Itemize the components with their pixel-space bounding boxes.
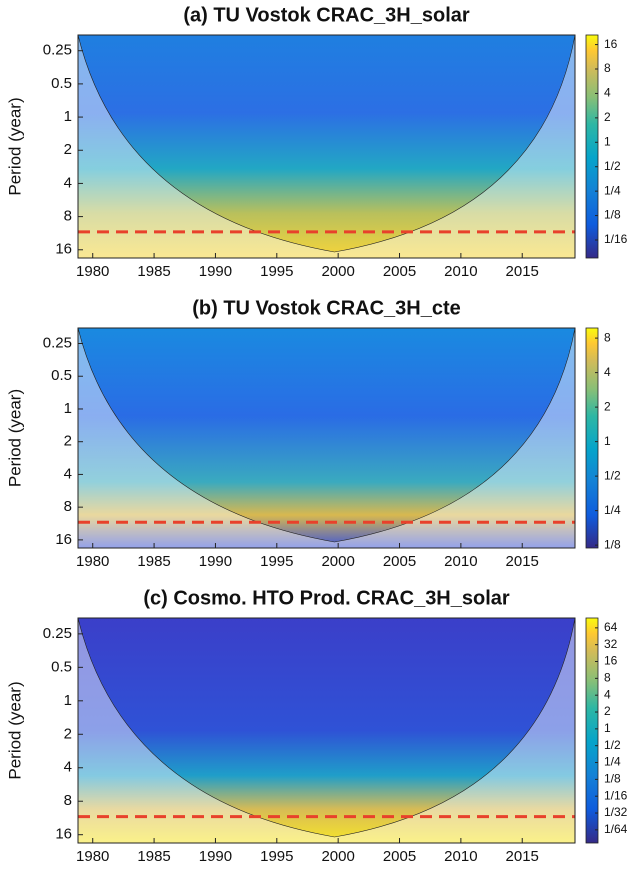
colorbar-tick-label: 2 xyxy=(604,704,611,718)
y-tick-label: 0.5 xyxy=(51,658,72,675)
x-tick-label: 2010 xyxy=(444,263,477,280)
colorbar-tick-label: 1/4 xyxy=(604,183,621,197)
colorbar-tick-label: 1/16 xyxy=(604,788,628,802)
y-tick-label: 1 xyxy=(64,692,72,709)
y-axis-label: Period (year) xyxy=(5,97,24,195)
y-tick-label: 16 xyxy=(55,241,72,258)
coi-shade xyxy=(77,34,576,259)
x-tick-label: 1990 xyxy=(199,848,232,865)
heatmap xyxy=(78,35,575,258)
x-tick-label: 2005 xyxy=(383,848,416,865)
colorbar-tick-label: 1/4 xyxy=(604,503,621,517)
x-tick-label: 2005 xyxy=(383,553,416,570)
x-tick-label: 1980 xyxy=(76,553,109,570)
coi-shade xyxy=(77,327,576,549)
y-tick-label: 8 xyxy=(64,792,72,809)
colorbar-tick-label: 2 xyxy=(604,110,611,124)
y-tick-label: 0.25 xyxy=(43,625,72,642)
x-tick-label: 2005 xyxy=(383,263,416,280)
heatmap xyxy=(78,618,575,843)
colorbar-tick-label: 4 xyxy=(604,365,611,379)
colorbar-tick-label: 1/16 xyxy=(604,232,628,246)
colorbar-tick-label: 1/2 xyxy=(604,468,621,482)
colorbar-tick-label: 1/8 xyxy=(604,772,621,786)
colorbar-tick-label: 1/4 xyxy=(604,755,621,769)
colorbar-tick-label: 1/8 xyxy=(604,208,621,222)
x-tick-label: 2015 xyxy=(506,263,539,280)
colorbar-tick-label: 1 xyxy=(604,434,611,448)
colorbar-tick-label: 64 xyxy=(604,620,618,634)
y-axis-label: Period (year) xyxy=(5,389,24,487)
colorbar-tick-label: 2 xyxy=(604,399,611,413)
y-tick-label: 2 xyxy=(64,725,72,742)
x-tick-label: 1985 xyxy=(137,553,170,570)
y-tick-label: 16 xyxy=(55,531,72,548)
x-tick-label: 2010 xyxy=(444,553,477,570)
panel-title: (c) Cosmo. HTO Prod. CRAC_3H_solar xyxy=(143,587,510,609)
x-tick-label: 2000 xyxy=(321,848,354,865)
y-tick-label: 1 xyxy=(64,400,72,417)
x-tick-label: 1980 xyxy=(76,848,109,865)
plot-frame xyxy=(77,327,576,549)
y-tick-label: 0.25 xyxy=(43,42,72,59)
y-tick-label: 8 xyxy=(64,208,72,225)
x-tick-label: 1995 xyxy=(260,263,293,280)
y-axis-label: Period (year) xyxy=(5,681,24,779)
x-tick-label: 2010 xyxy=(444,848,477,865)
panel-title: (a) TU Vostok CRAC_3H_solar xyxy=(183,4,470,26)
plot-frame xyxy=(77,34,576,259)
x-tick-label: 1990 xyxy=(199,263,232,280)
colorbar xyxy=(585,327,599,549)
y-tick-label: 16 xyxy=(55,826,72,843)
x-tick-label: 2000 xyxy=(321,553,354,570)
colorbar-tick-label: 4 xyxy=(604,687,611,701)
coi-shade xyxy=(77,617,576,844)
colorbar-tick-label: 8 xyxy=(604,330,611,344)
colorbar-tick-label: 16 xyxy=(604,654,618,668)
colorbar-tick-label: 1/32 xyxy=(604,805,628,819)
x-tick-label: 2015 xyxy=(506,848,539,865)
colorbar-tick-label: 1/8 xyxy=(604,537,621,551)
colorbar-tick-label: 8 xyxy=(604,671,611,685)
x-tick-label: 1995 xyxy=(260,848,293,865)
heatmap xyxy=(78,328,575,548)
x-tick-label: 2000 xyxy=(321,263,354,280)
plot-frame xyxy=(77,617,576,844)
colorbar-tick-label: 16 xyxy=(604,37,618,51)
y-tick-label: 4 xyxy=(64,465,72,482)
x-tick-label: 1985 xyxy=(137,263,170,280)
y-tick-label: 2 xyxy=(64,433,72,450)
y-tick-label: 2 xyxy=(64,141,72,158)
colorbar-tick-label: 1/2 xyxy=(604,738,621,752)
x-tick-label: 1995 xyxy=(260,553,293,570)
panel-title: (b) TU Vostok CRAC_3H_cte xyxy=(192,297,461,319)
y-tick-label: 4 xyxy=(64,759,72,776)
colorbar-tick-label: 1 xyxy=(604,721,611,735)
colorbar-tick-label: 1 xyxy=(604,134,611,148)
colorbar xyxy=(585,617,599,844)
colorbar xyxy=(585,34,599,259)
y-tick-label: 0.5 xyxy=(51,75,72,92)
y-tick-label: 4 xyxy=(64,174,72,191)
y-tick-label: 0.5 xyxy=(51,367,72,384)
x-tick-label: 1990 xyxy=(199,553,232,570)
colorbar-tick-label: 4 xyxy=(604,86,611,100)
y-tick-label: 8 xyxy=(64,498,72,515)
y-tick-label: 1 xyxy=(64,108,72,125)
x-tick-label: 1985 xyxy=(137,848,170,865)
y-tick-label: 0.25 xyxy=(43,334,72,351)
colorbar-tick-label: 8 xyxy=(604,61,611,75)
colorbar-tick-label: 1/64 xyxy=(604,822,628,836)
colorbar-tick-label: 1/2 xyxy=(604,159,621,173)
x-tick-label: 1980 xyxy=(76,263,109,280)
x-tick-label: 2015 xyxy=(506,553,539,570)
colorbar-tick-label: 32 xyxy=(604,637,618,651)
